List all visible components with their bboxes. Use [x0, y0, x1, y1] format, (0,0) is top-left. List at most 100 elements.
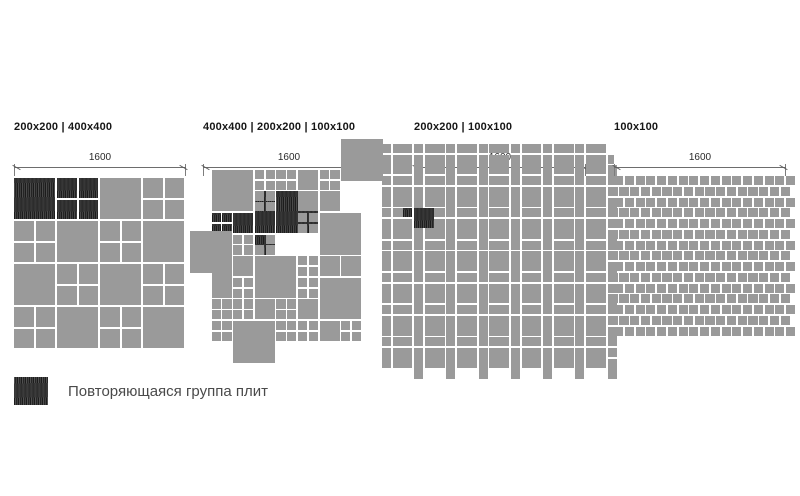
tile — [683, 294, 694, 304]
tile — [543, 348, 553, 368]
dimension-label: 1600 — [614, 152, 786, 164]
tile — [14, 264, 56, 306]
tile — [780, 251, 790, 261]
tile — [753, 305, 763, 315]
tile — [543, 176, 553, 186]
tile — [164, 264, 185, 284]
tile — [705, 272, 715, 282]
tile — [726, 208, 737, 218]
tile — [667, 240, 677, 250]
tile — [164, 178, 185, 198]
tile — [575, 251, 585, 272]
tile — [287, 320, 297, 331]
tile — [57, 285, 77, 306]
legend: Повторяющаяся группа плит — [14, 377, 268, 405]
tile — [287, 331, 297, 341]
tile — [553, 272, 574, 282]
panel-4-dimension: 1600 — [612, 152, 788, 176]
tile — [143, 178, 163, 198]
tile-repeating-group — [403, 208, 413, 218]
tile — [575, 305, 585, 315]
tile — [726, 186, 737, 196]
tile — [614, 262, 624, 272]
tile — [211, 256, 232, 298]
panel-3: 200x200 | 100x100 1600 — [381, 0, 617, 496]
tile — [265, 234, 275, 244]
tile — [769, 251, 780, 261]
tile — [222, 320, 232, 331]
tile — [543, 262, 553, 282]
tile — [276, 320, 286, 331]
tile — [737, 229, 747, 239]
tile — [635, 219, 645, 229]
tile — [244, 234, 254, 244]
tile — [678, 262, 688, 272]
tile — [287, 180, 297, 190]
tile — [392, 240, 413, 250]
tile — [683, 229, 694, 239]
tile — [630, 251, 640, 261]
tile — [786, 176, 796, 186]
tile — [287, 299, 297, 309]
tile — [457, 143, 477, 153]
tile — [651, 294, 661, 304]
tile — [211, 234, 232, 255]
tile — [330, 169, 340, 179]
tile — [683, 251, 694, 261]
tile — [753, 176, 763, 186]
tile — [614, 219, 624, 229]
tile — [414, 154, 424, 175]
panel-1: 200x200 | 400x400 1600 — [12, 0, 188, 496]
tile — [478, 305, 488, 315]
tile — [414, 337, 424, 347]
tile — [619, 294, 629, 304]
tile — [737, 315, 747, 325]
tile — [630, 208, 640, 218]
tile — [392, 272, 413, 282]
tile — [775, 305, 785, 315]
tile — [678, 326, 688, 336]
tile — [381, 186, 391, 207]
tile — [662, 315, 672, 325]
tile — [689, 305, 699, 315]
tile — [662, 229, 672, 239]
tile — [392, 337, 413, 347]
tile — [694, 315, 704, 325]
tile — [651, 272, 661, 282]
tile — [553, 251, 574, 272]
tile — [478, 326, 488, 347]
tile — [319, 169, 329, 179]
tile — [764, 283, 774, 293]
tile — [700, 326, 710, 336]
tile — [543, 143, 553, 153]
tile — [657, 197, 667, 207]
tile-repeating-group — [211, 212, 221, 223]
dimension-line — [203, 167, 375, 168]
tile — [308, 212, 319, 223]
tile — [319, 320, 340, 341]
tile — [352, 331, 362, 341]
tile — [575, 186, 585, 207]
tile — [521, 251, 542, 272]
tile — [553, 208, 574, 218]
tile — [743, 326, 753, 336]
tile — [624, 176, 634, 186]
tile — [510, 294, 520, 315]
tile — [478, 165, 488, 186]
tile — [489, 208, 510, 218]
tile — [678, 305, 688, 315]
panel-3-title: 200x200 | 100x100 — [414, 121, 513, 133]
tile — [510, 186, 520, 207]
tile — [222, 331, 232, 341]
dimension-value: 1600 — [84, 152, 116, 163]
tile — [478, 358, 488, 379]
tile — [143, 264, 163, 284]
tile — [553, 219, 574, 239]
tile — [298, 320, 308, 331]
tile — [726, 272, 737, 282]
tile — [489, 186, 510, 207]
tile — [521, 186, 542, 207]
tile — [662, 208, 672, 218]
tile — [489, 315, 510, 336]
tile — [510, 283, 520, 304]
